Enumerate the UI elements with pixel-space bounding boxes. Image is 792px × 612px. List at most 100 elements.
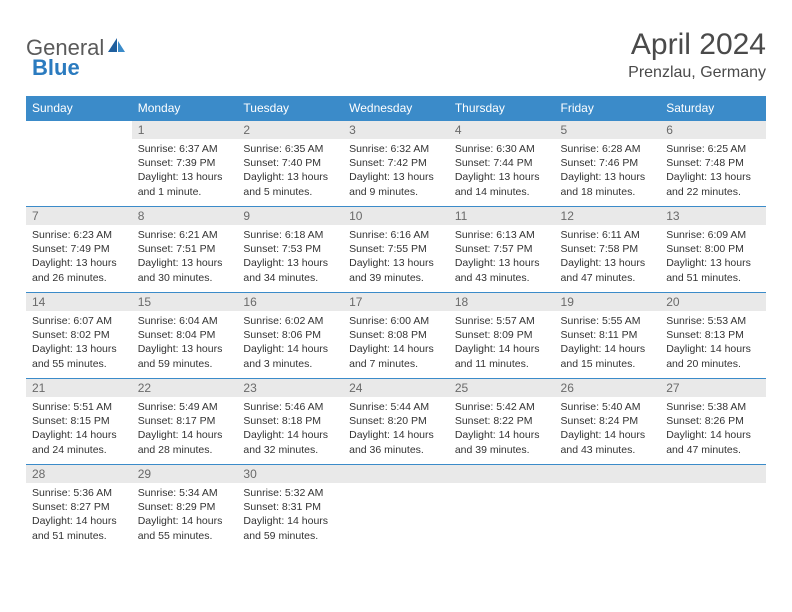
- daylight-text: Daylight: 13 hours: [349, 256, 443, 270]
- daylight-text: and 22 minutes.: [666, 185, 760, 199]
- sunrise-text: Sunrise: 6:02 AM: [243, 314, 337, 328]
- calendar-row: 14Sunrise: 6:07 AMSunset: 8:02 PMDayligh…: [26, 293, 766, 379]
- daylight-text: Daylight: 13 hours: [666, 256, 760, 270]
- sunset-text: Sunset: 8:31 PM: [243, 500, 337, 514]
- sunrise-text: Sunrise: 5:46 AM: [243, 400, 337, 414]
- empty-day-header: [449, 465, 555, 483]
- sunset-text: Sunset: 8:09 PM: [455, 328, 549, 342]
- day-details: Sunrise: 6:28 AMSunset: 7:46 PMDaylight:…: [555, 139, 661, 203]
- daylight-text: and 36 minutes.: [349, 443, 443, 457]
- day-details: Sunrise: 5:38 AMSunset: 8:26 PMDaylight:…: [660, 397, 766, 461]
- sunrise-text: Sunrise: 6:18 AM: [243, 228, 337, 242]
- sunset-text: Sunset: 7:57 PM: [455, 242, 549, 256]
- calendar-cell: 24Sunrise: 5:44 AMSunset: 8:20 PMDayligh…: [343, 379, 449, 465]
- sunset-text: Sunset: 8:22 PM: [455, 414, 549, 428]
- calendar-cell: 26Sunrise: 5:40 AMSunset: 8:24 PMDayligh…: [555, 379, 661, 465]
- day-details: Sunrise: 6:07 AMSunset: 8:02 PMDaylight:…: [26, 311, 132, 375]
- sunrise-text: Sunrise: 5:40 AM: [561, 400, 655, 414]
- daylight-text: Daylight: 14 hours: [561, 428, 655, 442]
- calendar-cell: [343, 465, 449, 551]
- daylight-text: Daylight: 14 hours: [243, 342, 337, 356]
- day-number: 2: [237, 121, 343, 139]
- day-number: 30: [237, 465, 343, 483]
- weekday-header: Tuesday: [237, 96, 343, 121]
- daylight-text: and 47 minutes.: [561, 271, 655, 285]
- calendar-cell: [660, 465, 766, 551]
- daylight-text: and 1 minute.: [138, 185, 232, 199]
- daylight-text: and 51 minutes.: [666, 271, 760, 285]
- sunrise-text: Sunrise: 6:35 AM: [243, 142, 337, 156]
- weekday-header: Friday: [555, 96, 661, 121]
- day-details: Sunrise: 6:23 AMSunset: 7:49 PMDaylight:…: [26, 225, 132, 289]
- day-number: 24: [343, 379, 449, 397]
- calendar-cell: 14Sunrise: 6:07 AMSunset: 8:02 PMDayligh…: [26, 293, 132, 379]
- day-details: Sunrise: 6:21 AMSunset: 7:51 PMDaylight:…: [132, 225, 238, 289]
- daylight-text: and 59 minutes.: [138, 357, 232, 371]
- weekday-header: Monday: [132, 96, 238, 121]
- daylight-text: and 9 minutes.: [349, 185, 443, 199]
- sunset-text: Sunset: 8:04 PM: [138, 328, 232, 342]
- sunset-text: Sunset: 7:49 PM: [32, 242, 126, 256]
- sunrise-text: Sunrise: 6:37 AM: [138, 142, 232, 156]
- day-details: Sunrise: 6:11 AMSunset: 7:58 PMDaylight:…: [555, 225, 661, 289]
- daylight-text: Daylight: 13 hours: [455, 256, 549, 270]
- day-number: 25: [449, 379, 555, 397]
- day-number: 23: [237, 379, 343, 397]
- day-details: Sunrise: 6:16 AMSunset: 7:55 PMDaylight:…: [343, 225, 449, 289]
- sunset-text: Sunset: 7:51 PM: [138, 242, 232, 256]
- empty-day-header: [555, 465, 661, 483]
- calendar-cell: 6Sunrise: 6:25 AMSunset: 7:48 PMDaylight…: [660, 121, 766, 207]
- calendar-cell: 25Sunrise: 5:42 AMSunset: 8:22 PMDayligh…: [449, 379, 555, 465]
- day-number: 4: [449, 121, 555, 139]
- day-number: 1: [132, 121, 238, 139]
- sunset-text: Sunset: 8:11 PM: [561, 328, 655, 342]
- day-details: Sunrise: 5:34 AMSunset: 8:29 PMDaylight:…: [132, 483, 238, 547]
- day-details: Sunrise: 5:44 AMSunset: 8:20 PMDaylight:…: [343, 397, 449, 461]
- daylight-text: Daylight: 13 hours: [138, 170, 232, 184]
- day-details: Sunrise: 6:25 AMSunset: 7:48 PMDaylight:…: [660, 139, 766, 203]
- day-number: 13: [660, 207, 766, 225]
- day-details: Sunrise: 5:46 AMSunset: 8:18 PMDaylight:…: [237, 397, 343, 461]
- day-number: 10: [343, 207, 449, 225]
- calendar-cell: 29Sunrise: 5:34 AMSunset: 8:29 PMDayligh…: [132, 465, 238, 551]
- daylight-text: and 30 minutes.: [138, 271, 232, 285]
- daylight-text: and 20 minutes.: [666, 357, 760, 371]
- daylight-text: Daylight: 14 hours: [32, 428, 126, 442]
- calendar-cell: 30Sunrise: 5:32 AMSunset: 8:31 PMDayligh…: [237, 465, 343, 551]
- sunset-text: Sunset: 7:42 PM: [349, 156, 443, 170]
- daylight-text: and 14 minutes.: [455, 185, 549, 199]
- day-number: 12: [555, 207, 661, 225]
- sunrise-text: Sunrise: 5:44 AM: [349, 400, 443, 414]
- calendar-cell: 11Sunrise: 6:13 AMSunset: 7:57 PMDayligh…: [449, 207, 555, 293]
- calendar-cell: 17Sunrise: 6:00 AMSunset: 8:08 PMDayligh…: [343, 293, 449, 379]
- daylight-text: Daylight: 13 hours: [138, 256, 232, 270]
- day-details: Sunrise: 5:51 AMSunset: 8:15 PMDaylight:…: [26, 397, 132, 461]
- sunrise-text: Sunrise: 5:49 AM: [138, 400, 232, 414]
- day-number: 6: [660, 121, 766, 139]
- day-number: 22: [132, 379, 238, 397]
- calendar-cell: [449, 465, 555, 551]
- calendar-cell: 21Sunrise: 5:51 AMSunset: 8:15 PMDayligh…: [26, 379, 132, 465]
- daylight-text: Daylight: 13 hours: [138, 342, 232, 356]
- day-number: 15: [132, 293, 238, 311]
- day-details: Sunrise: 5:40 AMSunset: 8:24 PMDaylight:…: [555, 397, 661, 461]
- calendar-cell: 12Sunrise: 6:11 AMSunset: 7:58 PMDayligh…: [555, 207, 661, 293]
- header: General April 2024 Prenzlau, Germany: [26, 28, 766, 82]
- calendar-cell: 28Sunrise: 5:36 AMSunset: 8:27 PMDayligh…: [26, 465, 132, 551]
- sunset-text: Sunset: 7:53 PM: [243, 242, 337, 256]
- daylight-text: and 15 minutes.: [561, 357, 655, 371]
- day-details: Sunrise: 6:30 AMSunset: 7:44 PMDaylight:…: [449, 139, 555, 203]
- sunrise-text: Sunrise: 6:28 AM: [561, 142, 655, 156]
- day-number: 18: [449, 293, 555, 311]
- calendar-cell: 15Sunrise: 6:04 AMSunset: 8:04 PMDayligh…: [132, 293, 238, 379]
- day-details: Sunrise: 6:37 AMSunset: 7:39 PMDaylight:…: [132, 139, 238, 203]
- sunset-text: Sunset: 7:55 PM: [349, 242, 443, 256]
- day-number: 19: [555, 293, 661, 311]
- weekday-header-row: Sunday Monday Tuesday Wednesday Thursday…: [26, 96, 766, 121]
- day-details: Sunrise: 6:35 AMSunset: 7:40 PMDaylight:…: [237, 139, 343, 203]
- sunset-text: Sunset: 8:24 PM: [561, 414, 655, 428]
- sunrise-text: Sunrise: 5:55 AM: [561, 314, 655, 328]
- weekday-header: Sunday: [26, 96, 132, 121]
- daylight-text: and 18 minutes.: [561, 185, 655, 199]
- daylight-text: and 51 minutes.: [32, 529, 126, 543]
